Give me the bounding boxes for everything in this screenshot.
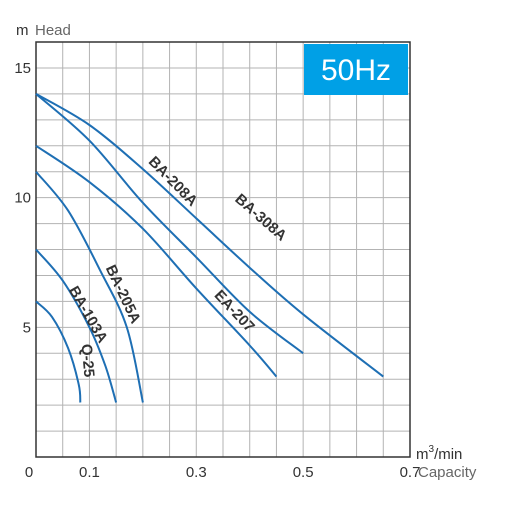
frequency-badge <box>304 44 408 95</box>
curve-ba-208a <box>35 93 304 355</box>
x-tick-labels: 0 0.1 0.3 0.5 0.7 <box>25 464 421 481</box>
curve-label-ba-103a: BA-103A <box>65 283 111 346</box>
curve-q-25 <box>35 300 82 403</box>
curve-label-q-25: Q-25 <box>78 343 98 378</box>
x-tick-label: 0.7 <box>400 464 421 481</box>
curve-label-ba-208a: BA-208A <box>145 153 201 210</box>
y-tick-labels: 15 10 5 <box>14 60 31 336</box>
curves <box>35 93 384 403</box>
x-tick-label: 0 <box>25 464 33 481</box>
y-tick-label: 5 <box>23 319 31 336</box>
frequency-badge-label: 50Hz <box>321 54 391 87</box>
y-tick-label: 10 <box>14 190 31 207</box>
curve-ba-103a <box>35 248 118 403</box>
x-tick-label: 0.1 <box>79 464 100 481</box>
y-axis-unit: m <box>16 22 29 39</box>
grid <box>36 42 410 457</box>
x-axis-unit: m3/min <box>416 444 462 463</box>
curve-label-ba-308a: BA-308A <box>232 191 290 245</box>
y-axis-label: Head <box>35 22 71 39</box>
y-tick-label: 15 <box>14 60 31 77</box>
curve-ba-308a <box>35 93 384 378</box>
curve-ea-207 <box>35 144 278 378</box>
x-tick-label: 0.3 <box>186 464 207 481</box>
x-axis-label: Capacity <box>418 464 477 481</box>
curve-ba-205a <box>35 171 144 403</box>
x-tick-label: 0.5 <box>293 464 314 481</box>
